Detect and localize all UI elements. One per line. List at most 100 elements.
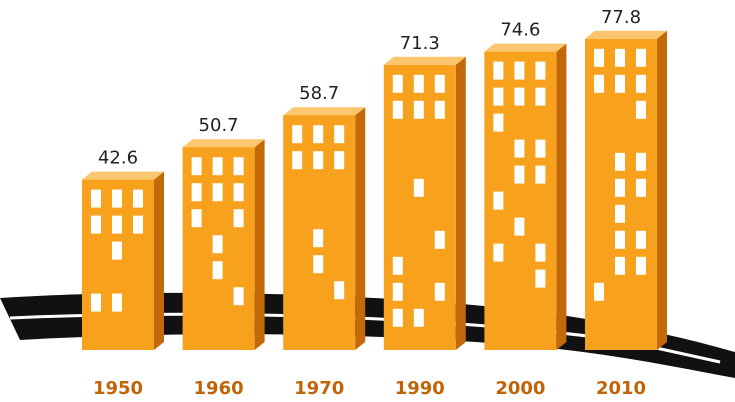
window [112, 189, 122, 208]
value-label: 77.8 [601, 7, 641, 28]
window [233, 157, 244, 176]
window [636, 74, 646, 93]
x-tick-label: 1970 [294, 378, 344, 399]
window [615, 74, 625, 93]
window [392, 282, 403, 301]
window [233, 183, 244, 202]
x-tick-label: 1960 [194, 378, 244, 399]
building-roof [82, 171, 164, 180]
window [233, 209, 244, 228]
value-label: 42.6 [98, 148, 138, 169]
window [133, 215, 143, 234]
window [535, 87, 546, 106]
building-roof [283, 107, 366, 116]
window [594, 48, 604, 67]
window [292, 151, 303, 170]
window [514, 217, 525, 236]
window [392, 74, 403, 93]
window [434, 74, 445, 93]
window [313, 151, 324, 170]
window [91, 215, 101, 234]
building-roof [585, 30, 667, 39]
window [594, 74, 604, 93]
window [493, 61, 504, 80]
building-side [154, 171, 164, 350]
window [434, 100, 445, 119]
window [535, 61, 546, 80]
window [212, 157, 223, 176]
window [514, 139, 525, 158]
building-roof [484, 43, 567, 52]
window [133, 189, 143, 208]
window [615, 230, 625, 249]
window [615, 48, 625, 67]
window [212, 235, 223, 254]
building-side [254, 139, 265, 350]
x-tick-label: 1950 [93, 378, 143, 399]
window [493, 113, 504, 132]
x-tick-label: 2010 [596, 378, 646, 399]
window [112, 241, 122, 260]
window [514, 87, 525, 106]
x-tick-label: 2000 [495, 378, 545, 399]
building-side [455, 56, 466, 351]
window [434, 230, 445, 249]
window [91, 189, 101, 208]
window [493, 87, 504, 106]
window [212, 183, 223, 202]
value-label: 50.7 [199, 115, 239, 136]
window [493, 191, 504, 210]
window [615, 178, 625, 197]
window [594, 282, 604, 301]
window [392, 308, 403, 327]
bar [82, 179, 154, 350]
window [334, 151, 345, 170]
window [334, 125, 345, 144]
building-roof [182, 139, 265, 148]
window [636, 152, 646, 171]
window [535, 269, 546, 288]
window [313, 125, 324, 144]
window [615, 256, 625, 275]
value-label: 71.3 [400, 33, 440, 54]
window [313, 255, 324, 274]
window [112, 293, 122, 312]
building-roof [383, 56, 466, 65]
window [535, 165, 546, 184]
window [112, 215, 122, 234]
window [535, 243, 546, 262]
building-side [355, 107, 366, 350]
window [191, 157, 202, 176]
window [233, 287, 244, 306]
window [615, 152, 625, 171]
window [191, 183, 202, 202]
window [334, 281, 345, 300]
window [392, 256, 403, 275]
window [413, 100, 424, 119]
window [191, 209, 202, 228]
window [514, 165, 525, 184]
building-side [556, 43, 567, 350]
window [392, 100, 403, 119]
window [413, 178, 424, 197]
window [413, 308, 424, 327]
x-tick-label: 1990 [395, 378, 445, 399]
window [636, 48, 646, 67]
window [535, 139, 546, 158]
window [493, 243, 504, 262]
window [212, 261, 223, 280]
window [514, 61, 525, 80]
value-label: 74.6 [500, 20, 540, 41]
window [636, 256, 646, 275]
value-label: 58.7 [299, 83, 339, 104]
window [313, 229, 324, 248]
window [615, 204, 625, 223]
window [636, 178, 646, 197]
window [636, 100, 646, 119]
window [292, 125, 303, 144]
building-side [657, 30, 667, 351]
window [413, 74, 424, 93]
window [91, 293, 101, 312]
window [636, 230, 646, 249]
